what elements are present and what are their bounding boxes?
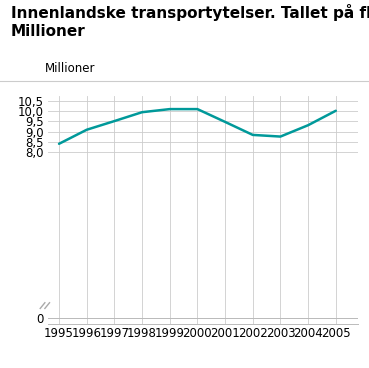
- Text: Innenlandske transportytelser. Tallet på flypassasjerer.
Millioner: Innenlandske transportytelser. Tallet på…: [11, 4, 369, 39]
- Text: Millioner: Millioner: [45, 62, 95, 75]
